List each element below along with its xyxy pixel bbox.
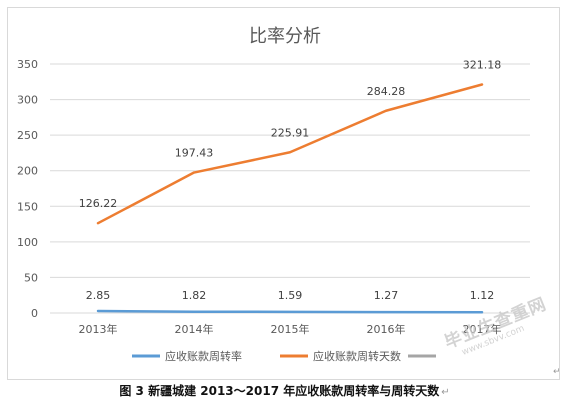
legend-label: 应收账款周转率 (165, 349, 242, 363)
caption-text: 图 3 新疆城建 2013～2017 年应收账款周转率与周转天数 (119, 384, 440, 398)
y-tick-label: 0 (31, 307, 38, 320)
x-tick-label: 2014年 (175, 322, 214, 336)
y-tick-label: 300 (17, 94, 38, 107)
data-label: 1.27 (374, 289, 399, 302)
data-label: 284.28 (367, 85, 406, 98)
data-label: 321.18 (463, 59, 502, 72)
series-line-2 (96, 83, 484, 225)
x-tick-label: 2015年 (271, 322, 310, 336)
x-tick-label: 2016年 (367, 322, 406, 336)
corner-paragraph-mark: ↵ (553, 367, 561, 377)
data-label: 1.82 (182, 289, 207, 302)
chart-title: 比率分析 (249, 26, 321, 47)
data-label: 197.43 (175, 147, 214, 160)
data-label: 1.12 (470, 289, 495, 302)
y-tick-label: 350 (17, 58, 38, 71)
paragraph-mark: ↵ (441, 387, 450, 398)
data-label: 2.85 (86, 289, 111, 302)
figure-caption: 图 3 新疆城建 2013～2017 年应收账款周转率与周转天数 ↵ (0, 382, 569, 399)
y-tick-label: 150 (17, 200, 38, 213)
data-label: 126.22 (79, 197, 118, 210)
y-tick-label: 50 (24, 271, 38, 284)
chart-frame (7, 7, 560, 380)
y-tick-label: 100 (17, 236, 38, 249)
data-label: 225.91 (271, 126, 310, 139)
y-tick-label: 200 (17, 165, 38, 178)
x-tick-label: 2017年 (463, 322, 502, 336)
legend-label: 应收账款周转天数 (313, 349, 401, 363)
y-tick-label: 250 (17, 129, 38, 142)
x-tick-label: 2013年 (79, 322, 118, 336)
series-line-1 (96, 309, 484, 314)
data-label: 1.59 (278, 289, 303, 302)
